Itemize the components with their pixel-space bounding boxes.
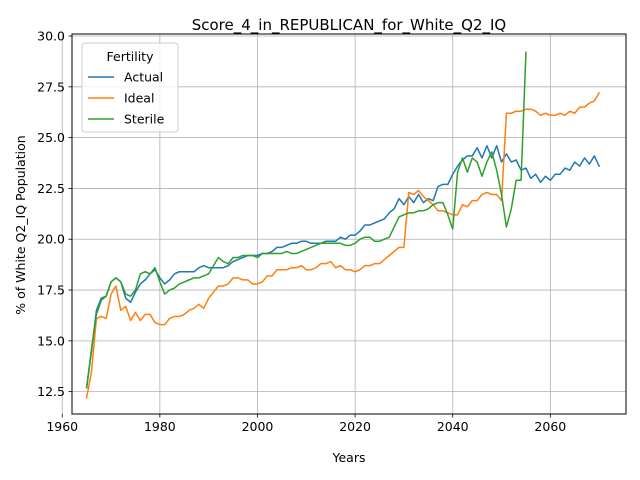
y-tick-label: 27.5 xyxy=(37,79,65,94)
legend-title: Fertility xyxy=(107,49,155,64)
y-tick-label: 12.5 xyxy=(37,384,65,399)
legend: Fertility Actual Ideal Sterile xyxy=(81,42,179,133)
y-tick-label: 20.0 xyxy=(37,232,65,247)
grid-lines xyxy=(61,34,626,414)
x-axis-ticks: 1960 1980 2000 2020 2040 2060 xyxy=(46,414,566,434)
x-tick-label: 2020 xyxy=(339,419,371,434)
x-tick-label: 2040 xyxy=(437,419,469,434)
x-tick-label: 2000 xyxy=(242,419,274,434)
series-layer xyxy=(85,51,601,399)
x-tick-label: 2060 xyxy=(534,419,566,434)
legend-box xyxy=(81,42,179,133)
y-tick-label: 22.5 xyxy=(37,181,65,196)
x-axis-label: Years xyxy=(332,450,366,465)
legend-label-sterile: Sterile xyxy=(124,112,165,127)
series-line-sterile xyxy=(85,51,527,389)
x-tick-label: 1960 xyxy=(46,419,78,434)
series-line-ideal xyxy=(85,91,601,399)
series-line-actual xyxy=(85,145,601,389)
y-tick-label: 25.0 xyxy=(37,130,65,145)
plot-frame xyxy=(71,33,627,415)
chart-title: Score_4_in_REPUBLICAN_for_White_Q2_IQ xyxy=(192,16,507,35)
y-tick-label: 17.5 xyxy=(37,283,65,298)
legend-label-ideal: Ideal xyxy=(124,91,154,106)
x-tick-label: 1980 xyxy=(144,419,176,434)
y-axis-label: % of White Q2_IQ Population xyxy=(13,135,28,314)
y-tick-label: 15.0 xyxy=(37,333,65,348)
y-tick-label: 30.0 xyxy=(37,29,65,44)
legend-label-actual: Actual xyxy=(124,70,163,85)
y-axis-ticks: 12.5 15.0 17.5 20.0 22.5 25.0 27.5 30.0 xyxy=(37,29,72,399)
legend-entries: Actual Ideal Sterile xyxy=(88,70,165,127)
